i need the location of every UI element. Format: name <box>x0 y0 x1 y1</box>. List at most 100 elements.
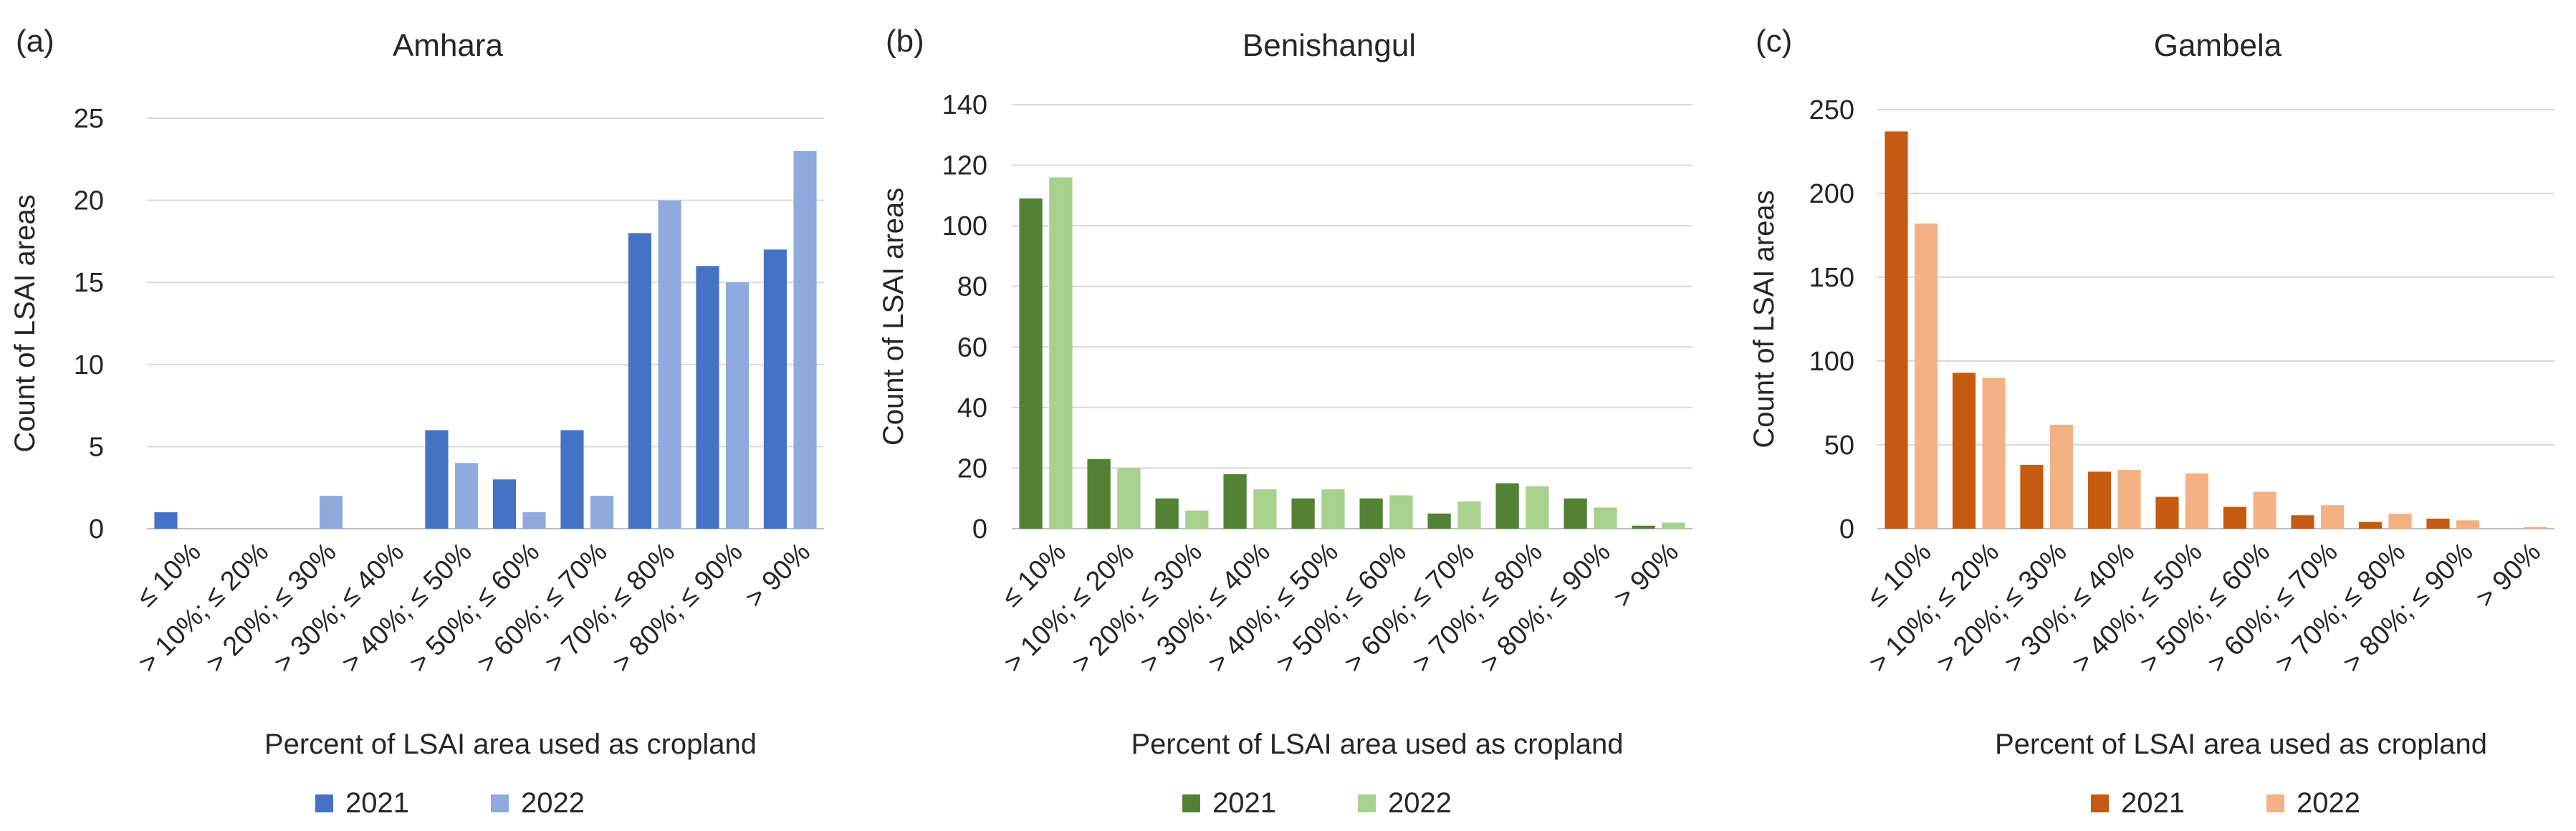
y-tick-label: 0 <box>1839 514 1854 544</box>
chart-panel-2: (b) Benishangul 0 20 40 60 80 100 120 140 Count of… <box>878 24 1692 819</box>
y-axis-label: Count of LSAI areas <box>878 188 909 446</box>
y-tick-label: 0 <box>89 514 104 544</box>
bar-2022-6 <box>2253 491 2276 529</box>
legend: 2021 2022 <box>1182 787 1452 819</box>
bar-2021-8 <box>2358 522 2383 529</box>
bar-2022-7 <box>1457 501 1481 529</box>
bar-2022-1 <box>1914 224 1938 529</box>
bar-2022-7 <box>2320 505 2345 529</box>
y-tick-label: 0 <box>972 514 987 544</box>
bar-2022-9 <box>725 282 750 529</box>
legend-swatch-2021 <box>1182 794 1200 812</box>
bar-2022-7 <box>590 496 614 529</box>
bar-2022-5 <box>1321 489 1345 529</box>
legend-label-2022: 2022 <box>1388 787 1452 819</box>
bar-2021-9 <box>2426 518 2450 529</box>
bar-2022-4 <box>1253 489 1277 529</box>
legend-label-2021: 2021 <box>345 787 409 819</box>
x-tick-label: > 90% <box>1608 537 1685 614</box>
bar-2022-5 <box>454 463 479 529</box>
bar-2021-4 <box>1223 474 1247 529</box>
y-tick-label: 100 <box>1809 347 1854 377</box>
y-tick-label: 20 <box>957 453 987 484</box>
bar-2022-10 <box>2524 527 2547 529</box>
bar-2022-8 <box>1526 486 1549 529</box>
bar-2022-3 <box>1185 510 1209 529</box>
y-tick-label: 10 <box>74 350 104 380</box>
bar-2022-9 <box>2456 520 2480 529</box>
x-axis-label: Percent of LSAI area used as cropland <box>264 729 757 760</box>
legend: 2021 2022 <box>315 787 585 819</box>
chart-title: Gambela <box>2154 28 2282 63</box>
chart-title: Benishangul <box>1242 28 1416 63</box>
bar-2021-5 <box>425 430 449 529</box>
bar-2022-4 <box>2117 470 2141 529</box>
bar-2021-5 <box>2155 496 2179 529</box>
bar-2021-4 <box>2087 471 2112 529</box>
y-tick-label: 25 <box>74 104 104 134</box>
bar-2021-8 <box>1495 483 1519 529</box>
bar-2021-7 <box>2291 515 2314 529</box>
y-tick-label: 60 <box>957 332 987 362</box>
bar-2021-1 <box>1885 131 1908 529</box>
bar-2021-2 <box>1952 373 1976 529</box>
y-tick-label: 50 <box>1824 431 1854 461</box>
legend: 2021 2022 <box>2091 787 2360 819</box>
bar-2022-6 <box>522 512 546 529</box>
panel-label: (a) <box>16 24 54 59</box>
y-tick-label: 200 <box>1809 179 1854 209</box>
bar-2021-2 <box>1087 458 1111 529</box>
y-tick-label: 140 <box>942 90 987 120</box>
chart-title: Amhara <box>393 28 504 63</box>
panel-label: (b) <box>886 24 924 59</box>
y-tick-label: 120 <box>942 151 987 181</box>
y-tick-label: 150 <box>1809 263 1854 293</box>
y-axis-label: Count of LSAI areas <box>1748 190 1780 448</box>
bar-2022-3 <box>319 496 343 529</box>
x-axis-label: Percent of LSAI area used as cropland <box>1995 729 2487 760</box>
bar-2021-3 <box>1155 498 1179 529</box>
legend-swatch-2022 <box>1358 794 1376 812</box>
bar-2021-6 <box>2223 506 2247 529</box>
bar-2021-8 <box>628 233 652 529</box>
bar-2022-9 <box>1594 507 1617 529</box>
bar-2022-5 <box>2185 473 2209 529</box>
bar-2021-9 <box>1564 498 1587 529</box>
bar-2021-7 <box>1427 513 1451 529</box>
bar-2021-6 <box>492 479 517 529</box>
bar-2021-1 <box>1019 198 1043 529</box>
y-axis-label: Count of LSAI areas <box>9 194 41 452</box>
bar-2021-3 <box>2020 465 2044 529</box>
x-axis-label: Percent of LSAI area used as cropland <box>1131 729 1623 760</box>
y-tick-label: 40 <box>957 393 987 423</box>
bar-2021-1 <box>154 512 178 529</box>
panel-label: (c) <box>1756 24 1792 59</box>
legend-swatch-2022 <box>2266 794 2284 812</box>
y-tick-label: 15 <box>74 268 104 298</box>
bar-2022-2 <box>1982 378 2006 529</box>
legend-swatch-2022 <box>491 794 509 812</box>
bar-2022-3 <box>2049 424 2074 529</box>
legend-swatch-2021 <box>315 794 333 812</box>
y-tick-label: 5 <box>89 432 104 462</box>
bar-2021-6 <box>1359 498 1383 529</box>
bar-2021-5 <box>1291 498 1315 529</box>
bar-2021-10 <box>1632 525 1655 529</box>
bar-2022-10 <box>793 150 817 529</box>
y-tick-label: 20 <box>74 186 104 216</box>
legend-label-2021: 2021 <box>2121 787 2185 819</box>
x-tick-label: > 90% <box>739 537 816 614</box>
bar-2022-10 <box>1662 522 1685 529</box>
y-tick-label: 100 <box>942 211 987 241</box>
bar-2021-7 <box>560 430 584 529</box>
bar-2022-1 <box>1049 177 1073 529</box>
chart-panel-3: (c) Gambela 0 50 100 150 200 250 Count of LSAI a… <box>1748 24 2555 819</box>
bar-2022-6 <box>1389 495 1413 529</box>
y-tick-label: 250 <box>1809 95 1854 125</box>
bar-2022-8 <box>658 200 681 529</box>
x-tick-label: > 90% <box>2470 537 2547 614</box>
bar-2021-10 <box>763 249 787 529</box>
